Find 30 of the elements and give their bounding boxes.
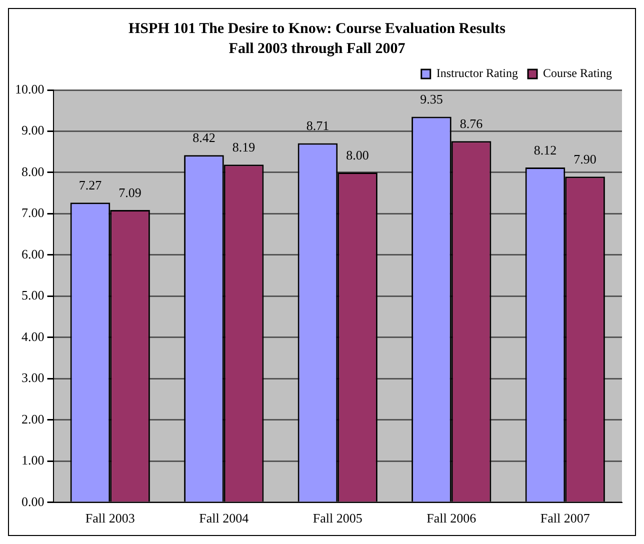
chart-subtitle: Fall 2003 through Fall 2007 <box>228 40 406 57</box>
y-tick-label: 9.00 <box>22 122 44 138</box>
data-label: 8.12 <box>534 142 557 158</box>
y-tick-label: 1.00 <box>22 452 44 468</box>
y-tick-label: 4.00 <box>22 328 44 344</box>
data-label: 7.09 <box>118 184 142 200</box>
y-tick-label: 8.00 <box>22 164 44 179</box>
data-label: 8.42 <box>192 130 216 146</box>
legend-label: Instructor Rating <box>436 66 518 80</box>
data-label: 8.19 <box>232 140 256 155</box>
y-tick-label: 6.00 <box>22 246 44 262</box>
x-tick-label: Fall 2006 <box>426 510 477 526</box>
data-label: 8.00 <box>346 147 369 162</box>
x-tick-label: Fall 2004 <box>199 510 250 526</box>
chart-title: HSPH 101 The Desire to Know: Course Evaluation Results <box>128 20 506 37</box>
legend-label: Course Rating <box>543 66 612 80</box>
y-tick-label: 7.00 <box>22 205 44 220</box>
y-tick-label: 3.00 <box>22 370 44 386</box>
x-tick-label: Fall 2003 <box>85 510 135 526</box>
y-tick-label: 5.00 <box>22 288 44 303</box>
data-label: 8.71 <box>306 118 330 134</box>
data-label: 7.90 <box>574 152 596 167</box>
data-label: 9.35 <box>420 92 443 107</box>
x-tick-label: Fall 2007 <box>540 510 590 526</box>
y-tick-label: 2.00 <box>22 411 44 426</box>
data-label: 8.76 <box>460 116 484 132</box>
y-tick-label: 0.00 <box>22 494 44 509</box>
x-tick-label: Fall 2005 <box>312 510 362 526</box>
y-tick-label: 10.00 <box>15 81 44 96</box>
data-label: 7.27 <box>78 178 102 193</box>
